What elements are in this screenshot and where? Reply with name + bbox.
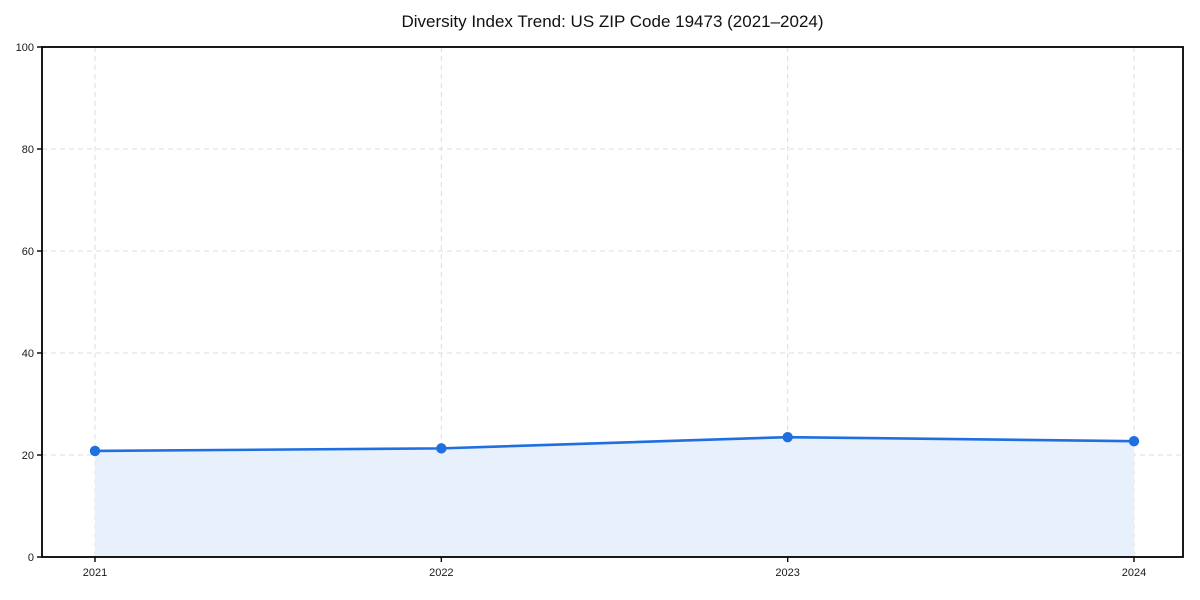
data-point-2024 xyxy=(1128,436,1140,447)
trend-line xyxy=(93,435,1136,453)
plot-frame xyxy=(41,46,1184,558)
x-tick-label-2022: 2022 xyxy=(429,567,453,579)
x-tick-label-2023: 2023 xyxy=(775,567,799,579)
y-tick-label-20: 20 xyxy=(22,450,34,462)
chart-title: Diversity Index Trend: US ZIP Code 19473… xyxy=(401,12,824,31)
x-tick-label-2024: 2024 xyxy=(1122,567,1146,579)
x-tick-label-2021: 2021 xyxy=(83,567,107,579)
data-point-2021 xyxy=(89,445,101,457)
data-point-2022 xyxy=(436,443,447,454)
data-point-2023 xyxy=(782,431,793,443)
y-tick-label-100: 100 xyxy=(16,42,34,54)
y-tick-label-60: 60 xyxy=(22,246,34,258)
y-tick-label-80: 80 xyxy=(22,144,34,156)
y-tick-label-0: 0 xyxy=(28,552,34,564)
y-tick-label-40: 40 xyxy=(22,348,34,360)
area-fill xyxy=(95,437,1134,557)
